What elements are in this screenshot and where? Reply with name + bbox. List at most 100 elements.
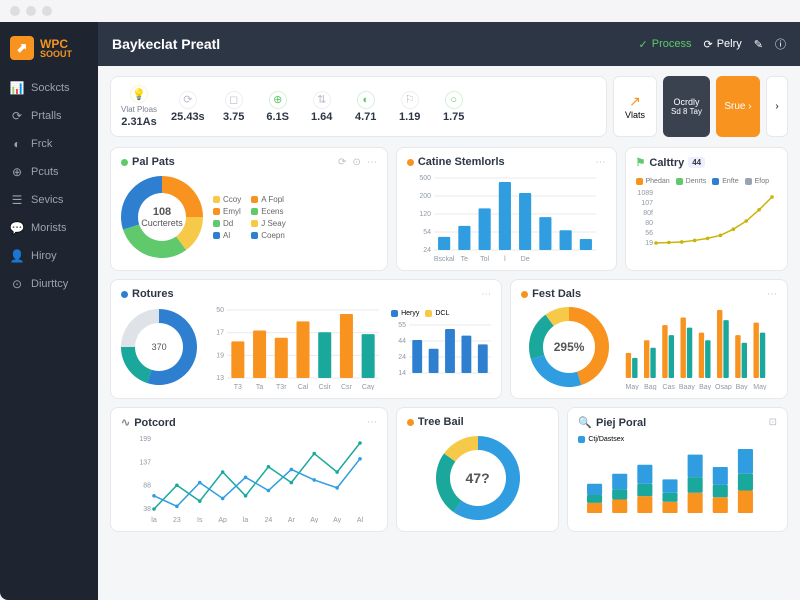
palpats-donut: 108Cucrterets: [121, 176, 203, 258]
svg-text:Tol: Tol: [480, 256, 489, 262]
card-title-text: Piej Poral: [596, 417, 646, 429]
dot-icon: [121, 159, 128, 166]
legend-item: DCL: [425, 310, 449, 317]
svg-text:19: 19: [216, 352, 224, 359]
svg-text:107: 107: [641, 200, 653, 207]
nav-label: Prtalls: [31, 110, 62, 122]
dot-icon: [521, 291, 528, 298]
svg-text:Cal: Cal: [298, 384, 309, 390]
nav-label: Hiroy: [31, 250, 57, 262]
treebail-donut: 47?: [436, 436, 520, 520]
svg-text:24: 24: [398, 354, 406, 361]
srue-button[interactable]: Srue ›: [716, 76, 760, 137]
card-treebail: Tree Bail 47?: [396, 407, 560, 532]
legend-item: Denrts: [676, 178, 707, 185]
kpi-icon: ⚐: [401, 91, 419, 109]
calttry-chart: 108910780f805619: [636, 187, 776, 257]
svg-text:24: 24: [423, 247, 431, 254]
svg-text:Bsckal: Bsckal: [434, 256, 455, 262]
festdals-bars: MayBagCasBaayBayOsapBayMay: [619, 304, 769, 390]
nav-icon: 💬: [10, 221, 24, 235]
svg-text:T3: T3: [234, 384, 242, 390]
legend-item: Al: [213, 231, 241, 240]
menu-icon[interactable]: ⋯: [367, 157, 377, 168]
sidebar-item-6[interactable]: 👤 Hiroy: [0, 242, 98, 270]
sidebar-item-1[interactable]: ⟳Prtalls: [0, 102, 98, 130]
potcord-chart: 1991378838la23IsApla24ArAyAyAl: [134, 433, 364, 523]
svg-text:1089: 1089: [637, 190, 653, 197]
sidebar-item-7[interactable]: ⊙Diurttcy: [0, 270, 98, 298]
edit-icon[interactable]: ✎: [754, 38, 763, 51]
more-icon[interactable]: ⋯: [767, 289, 777, 300]
card-title-text: Rotures: [132, 288, 174, 300]
more-icon[interactable]: ⊙: [352, 157, 360, 168]
card-title-text: Potcord: [134, 417, 176, 429]
dot-icon: [121, 291, 128, 298]
card-potcord: ∿Potcord ⋯ 1991378838la23IsApla24ArAyAyA…: [110, 407, 388, 532]
kpi-3: ⊕6.1S: [263, 91, 293, 123]
card-calttry: ⚑Calttry44 PhedanDenrtsEnfteEfop 1089107…: [625, 147, 789, 271]
kpi-icon: ⊕: [269, 91, 287, 109]
card-title-text: Fest Dals: [532, 288, 581, 300]
svg-text:200: 200: [419, 193, 431, 200]
sidebar: ⬈ WPC SOOUT 📊Sockcts⟳Prtalls◐Frck⊕Pcuts☰…: [0, 22, 98, 600]
sidebar-item-2[interactable]: ◐ Frck: [0, 130, 98, 158]
legend-item: Dd: [213, 219, 241, 228]
more-icon[interactable]: ⋯: [596, 157, 606, 168]
logo[interactable]: ⬈ WPC SOOUT: [0, 30, 98, 74]
window-dot: [10, 6, 20, 16]
expand-icon[interactable]: ⊡: [769, 417, 777, 428]
svg-text:Is: Is: [197, 517, 203, 523]
more-icon[interactable]: ⋯: [481, 289, 491, 300]
nav-icon: 👤: [10, 249, 24, 263]
process-action[interactable]: ✓Process: [639, 38, 692, 51]
sidebar-item-4[interactable]: ☰Sevics: [0, 186, 98, 214]
svg-text:50: 50: [216, 307, 224, 314]
piejporal-chart: [578, 443, 758, 521]
sidebar-item-5[interactable]: 💬Morists: [0, 214, 98, 242]
rotures-mini: 55442414: [391, 319, 491, 385]
svg-text:17: 17: [216, 330, 224, 337]
svg-text:80f: 80f: [643, 210, 653, 217]
search-icon: 🔍: [578, 416, 592, 429]
nav-icon: ☰: [10, 193, 24, 207]
legend-item: Phedan: [636, 178, 670, 185]
legend-item: Efop: [745, 178, 769, 185]
svg-text:la: la: [243, 517, 249, 523]
refresh-icon[interactable]: ⟳: [338, 157, 346, 168]
next-button[interactable]: ›: [766, 76, 788, 137]
svg-text:Ay: Ay: [310, 517, 319, 523]
legend-item: A Fopl: [251, 195, 285, 204]
line-icon: ∿: [121, 416, 130, 429]
nav-label: Frck: [31, 138, 52, 150]
svg-text:54: 54: [423, 229, 431, 236]
svg-text:Ar: Ar: [288, 517, 296, 523]
ocrdly-button[interactable]: Ocrdly Sd 8 Tay: [663, 76, 710, 137]
svg-text:55: 55: [398, 322, 406, 329]
pelry-action[interactable]: ⟳Pelry: [704, 38, 742, 51]
page-title: Baykeclat Preatl: [112, 36, 220, 52]
svg-text:Csr: Csr: [341, 384, 353, 390]
window-dot: [26, 6, 36, 16]
svg-text:Osap: Osap: [715, 384, 732, 390]
kpi-icon: ◐: [357, 91, 375, 109]
card-title-text: Catine Stemlorls: [418, 156, 505, 168]
nav-icon: ⊕: [10, 165, 24, 179]
kpi-icon: ⟳: [179, 91, 197, 109]
kpi-icon: ⇅: [313, 91, 331, 109]
nav-icon: 📊: [10, 81, 24, 95]
vlats-button[interactable]: ↗ Vlats: [613, 76, 657, 137]
sidebar-item-0[interactable]: 📊 Sockcts: [0, 74, 98, 102]
nav-icon: ⊙: [10, 277, 24, 291]
more-icon[interactable]: ⋯: [367, 417, 377, 428]
svg-text:Te: Te: [461, 256, 469, 262]
legend-item: Ccoy: [213, 195, 241, 204]
info-icon[interactable]: ⓘ: [775, 36, 786, 52]
nav-icon: ◐: [10, 137, 24, 151]
legend-item: Ecens: [251, 207, 285, 216]
nav-label: Sockcts: [31, 82, 70, 94]
sidebar-item-3[interactable]: ⊕Pcuts: [0, 158, 98, 186]
svg-text:Al: Al: [357, 517, 364, 523]
legend-item: Enfte: [712, 178, 738, 185]
logo-badge: ⬈: [10, 36, 34, 60]
